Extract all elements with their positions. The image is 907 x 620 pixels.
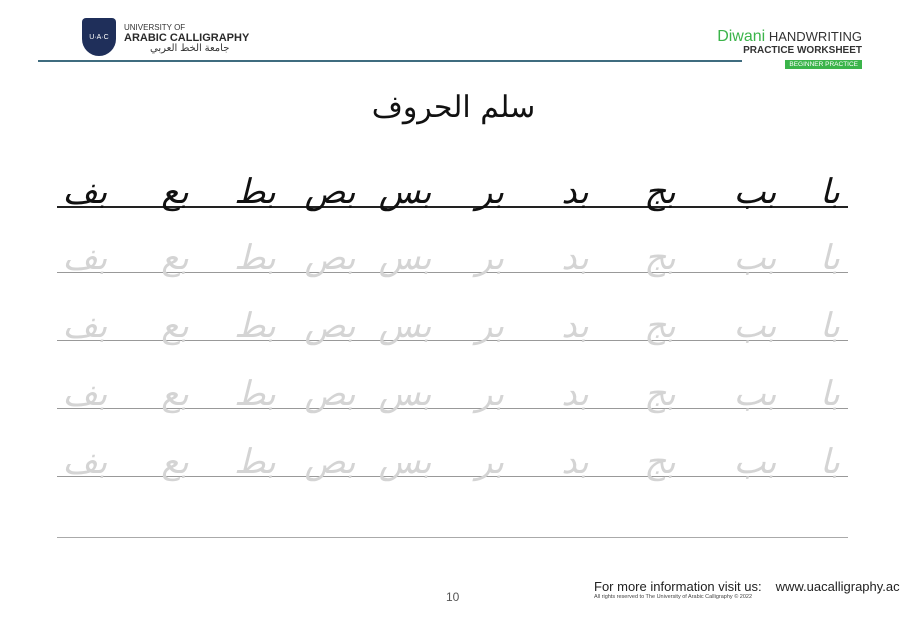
- trace-letter: بع: [161, 374, 189, 414]
- trace-letter: با: [820, 374, 840, 414]
- trace-letter: بع: [161, 442, 189, 482]
- trace-letter: بف: [62, 306, 108, 346]
- info-label: For more information visit us:: [594, 579, 762, 594]
- trace-letter: بد: [561, 306, 589, 346]
- worksheet-subtitle: PRACTICE WORKSHEET: [743, 45, 862, 56]
- trace-letter: بف: [62, 374, 108, 414]
- trace-baseline: [57, 476, 848, 477]
- trace-letter: بد: [561, 238, 589, 278]
- model-letter: بص: [304, 172, 356, 212]
- university-logo: U·A·C: [82, 18, 116, 56]
- trace-letter: بد: [561, 374, 589, 414]
- trace-letter: بص: [304, 442, 356, 482]
- trace-baseline: [57, 272, 848, 273]
- trace-letter: با: [820, 238, 840, 278]
- trace-letter: بف: [62, 442, 108, 482]
- trace-letter: بس: [378, 238, 432, 278]
- trace-letter: بط: [234, 238, 276, 278]
- trace-letter: بع: [161, 306, 189, 346]
- trace-letter: بب: [733, 306, 777, 346]
- header-rule: [38, 60, 742, 62]
- trace-letter: بص: [304, 306, 356, 346]
- model-letter: بج: [644, 172, 676, 212]
- university-name-line1: UNIVERSITY OF: [124, 23, 186, 32]
- trace-letter: بط: [234, 442, 276, 482]
- university-name-arabic: جامعة الخط العربي: [150, 43, 230, 54]
- copyright: All rights reserved to The University of…: [594, 594, 753, 600]
- model-letter: بع: [161, 172, 189, 212]
- level-badge: BEGINNER PRACTICE: [785, 60, 862, 69]
- model-letter: بب: [733, 172, 777, 212]
- worksheet-heading: Diwani HANDWRITING: [717, 28, 862, 46]
- model-letter: بس: [378, 172, 432, 212]
- trace-letter: بص: [304, 238, 356, 278]
- trace-letter: بف: [62, 238, 108, 278]
- model-letter: بط: [234, 172, 276, 212]
- trace-letter: بج: [644, 238, 676, 278]
- trace-letter: بج: [644, 374, 676, 414]
- trace-letter: بر: [475, 238, 505, 278]
- trace-letter: بر: [475, 442, 505, 482]
- university-name-line2: ARABIC CALLIGRAPHY: [124, 32, 250, 44]
- trace-baseline: [57, 340, 848, 341]
- model-letter: بف: [62, 172, 108, 212]
- model-letter: بد: [561, 172, 589, 212]
- trace-letter: بع: [161, 238, 189, 278]
- trace-letter: بج: [644, 442, 676, 482]
- heading-rest: HANDWRITING: [768, 29, 862, 44]
- trace-letter: با: [820, 306, 840, 346]
- trace-letter: بر: [475, 374, 505, 414]
- trace-letter: بج: [644, 306, 676, 346]
- trace-letter: بص: [304, 374, 356, 414]
- trace-baseline: [57, 408, 848, 409]
- heading-script-name: Diwani: [717, 28, 766, 45]
- trace-letter: با: [820, 442, 840, 482]
- trace-letter: بب: [733, 374, 777, 414]
- footer-info: For more information visit us: www.uacall…: [594, 579, 900, 594]
- model-baseline: [57, 206, 848, 208]
- trace-letter: بس: [378, 306, 432, 346]
- website-link[interactable]: www.uacalligraphy.ac: [775, 579, 900, 594]
- trace-letter: بس: [378, 442, 432, 482]
- bottom-rule: [57, 537, 848, 538]
- trace-letter: بط: [234, 306, 276, 346]
- page-number: 10: [446, 590, 460, 604]
- trace-letter: بر: [475, 306, 505, 346]
- trace-letter: بس: [378, 374, 432, 414]
- trace-letter: بد: [561, 442, 589, 482]
- trace-letter: بب: [733, 442, 777, 482]
- trace-letter: بب: [733, 238, 777, 278]
- page-title: سلم الحروف: [371, 90, 536, 125]
- trace-letter: بط: [234, 374, 276, 414]
- model-letter: بر: [475, 172, 505, 212]
- model-letter: با: [820, 172, 840, 212]
